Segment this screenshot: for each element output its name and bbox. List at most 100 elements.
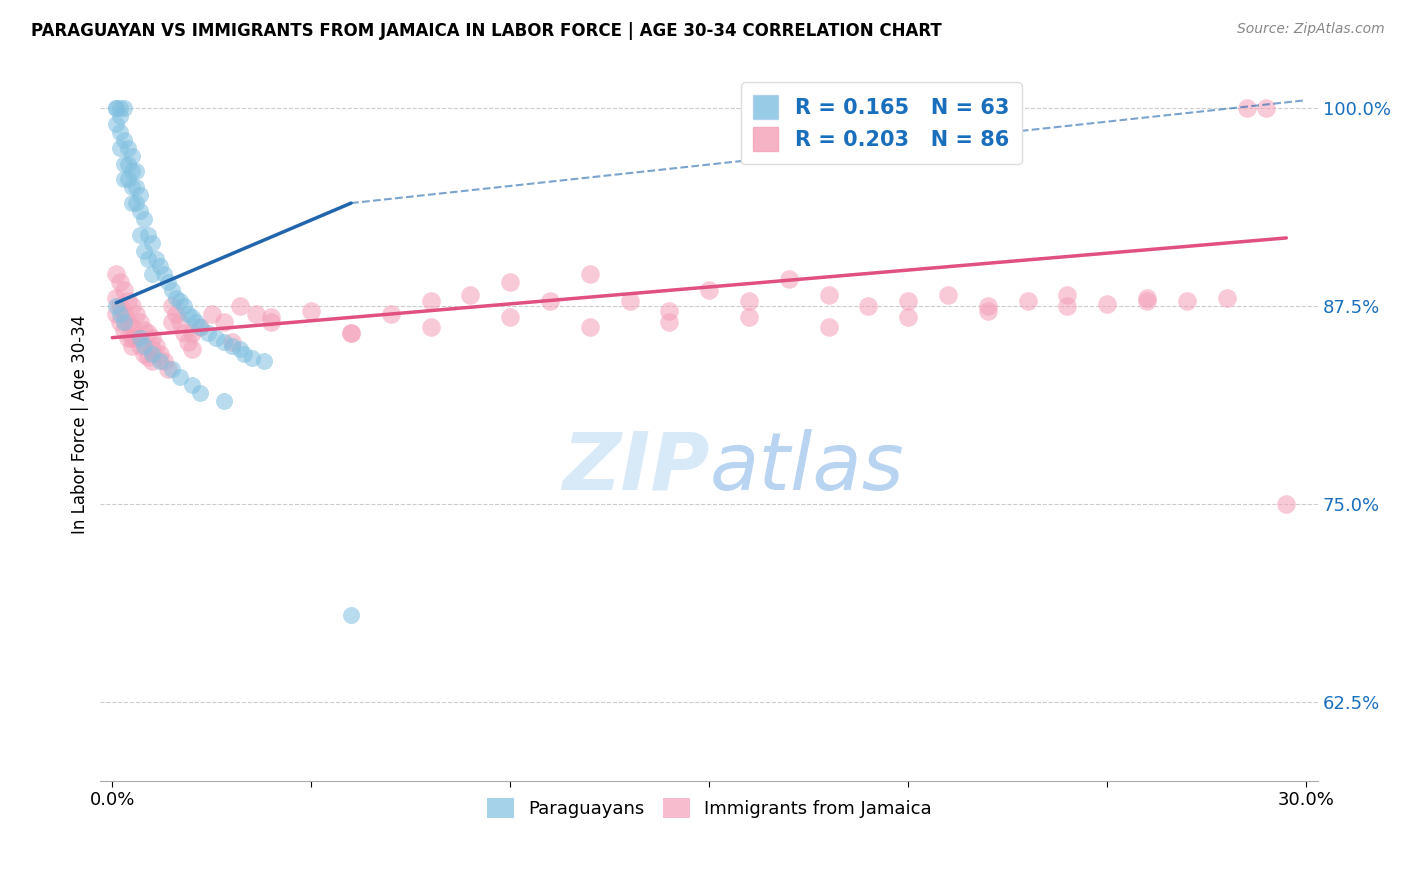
- Point: [125, 180, 148, 194]
- Point: [110, 141, 132, 155]
- Point: [129, 227, 152, 242]
- Point: [105, 101, 128, 115]
- Point: [340, 326, 363, 340]
- Point: [619, 294, 641, 309]
- Point: [697, 283, 720, 297]
- Point: [197, 326, 219, 340]
- Point: [180, 310, 202, 324]
- Point: [110, 315, 132, 329]
- Point: [117, 331, 139, 345]
- Point: [121, 148, 143, 162]
- Point: [156, 362, 179, 376]
- Point: [212, 394, 235, 409]
- Point: [153, 354, 176, 368]
- Point: [1236, 101, 1258, 115]
- Point: [110, 275, 132, 289]
- Point: [145, 338, 167, 352]
- Point: [1136, 294, 1159, 309]
- Point: [260, 315, 283, 329]
- Point: [134, 338, 156, 352]
- Point: [125, 331, 148, 345]
- Point: [173, 326, 195, 340]
- Point: [112, 156, 135, 170]
- Point: [141, 331, 163, 345]
- Point: [177, 307, 200, 321]
- Point: [579, 268, 602, 282]
- Point: [977, 299, 1000, 313]
- Legend: Paraguayans, Immigrants from Jamaica: Paraguayans, Immigrants from Jamaica: [479, 791, 939, 825]
- Point: [499, 310, 522, 324]
- Text: atlas: atlas: [709, 428, 904, 507]
- Point: [121, 319, 143, 334]
- Point: [105, 307, 128, 321]
- Point: [141, 268, 163, 282]
- Point: [105, 299, 128, 313]
- Point: [141, 346, 163, 360]
- Point: [129, 188, 152, 202]
- Point: [160, 283, 183, 297]
- Point: [579, 319, 602, 334]
- Point: [112, 323, 135, 337]
- Point: [738, 310, 761, 324]
- Point: [169, 315, 191, 329]
- Point: [141, 342, 163, 356]
- Point: [112, 315, 135, 329]
- Point: [136, 326, 159, 340]
- Point: [117, 172, 139, 186]
- Point: [145, 252, 167, 266]
- Point: [112, 172, 135, 186]
- Point: [136, 350, 159, 364]
- Point: [240, 351, 263, 366]
- Point: [1275, 497, 1298, 511]
- Point: [134, 346, 156, 360]
- Point: [169, 370, 191, 384]
- Point: [134, 244, 156, 258]
- Point: [129, 315, 152, 329]
- Point: [897, 294, 920, 309]
- Point: [117, 315, 139, 329]
- Point: [1095, 297, 1118, 311]
- Point: [105, 268, 128, 282]
- Point: [110, 307, 132, 321]
- Point: [340, 607, 363, 622]
- Point: [105, 291, 128, 305]
- Point: [160, 362, 183, 376]
- Point: [169, 294, 191, 309]
- Text: PARAGUAYAN VS IMMIGRANTS FROM JAMAICA IN LABOR FORCE | AGE 30-34 CORRELATION CHA: PARAGUAYAN VS IMMIGRANTS FROM JAMAICA IN…: [31, 22, 942, 40]
- Point: [149, 346, 172, 360]
- Point: [221, 335, 243, 350]
- Point: [112, 307, 135, 321]
- Point: [188, 319, 211, 334]
- Point: [165, 291, 187, 305]
- Point: [180, 326, 202, 340]
- Point: [260, 310, 283, 324]
- Point: [173, 299, 195, 313]
- Point: [129, 338, 152, 352]
- Point: [232, 346, 254, 360]
- Point: [1017, 294, 1039, 309]
- Point: [112, 133, 135, 147]
- Point: [658, 315, 681, 329]
- Text: Source: ZipAtlas.com: Source: ZipAtlas.com: [1237, 22, 1385, 37]
- Point: [134, 323, 156, 337]
- Point: [340, 326, 363, 340]
- Point: [153, 268, 176, 282]
- Point: [245, 307, 267, 321]
- Point: [212, 315, 235, 329]
- Point: [129, 204, 152, 219]
- Point: [1136, 291, 1159, 305]
- Point: [165, 307, 187, 321]
- Point: [129, 331, 152, 345]
- Point: [252, 354, 274, 368]
- Point: [419, 319, 441, 334]
- Point: [141, 354, 163, 368]
- Point: [105, 117, 128, 131]
- Point: [228, 342, 250, 356]
- Point: [180, 378, 202, 392]
- Point: [160, 315, 183, 329]
- Point: [538, 294, 561, 309]
- Point: [112, 283, 135, 297]
- Point: [177, 335, 200, 350]
- Point: [149, 354, 172, 368]
- Point: [117, 141, 139, 155]
